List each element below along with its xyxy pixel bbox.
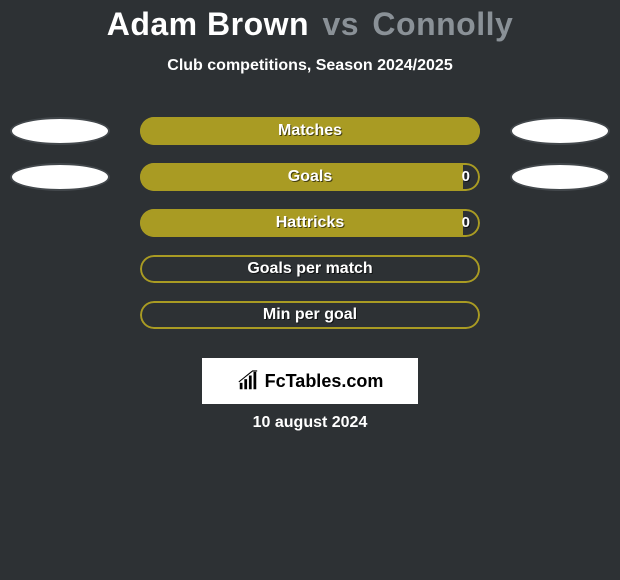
stat-row: Goals per match: [0, 255, 620, 283]
stat-bar: Goals0: [140, 163, 480, 191]
logo-box: FcTables.com: [202, 358, 418, 404]
stat-bar: Goals per match: [140, 255, 480, 283]
stat-row: Min per goal: [0, 301, 620, 329]
stat-row: Matches: [0, 117, 620, 145]
logo: FcTables.com: [237, 370, 384, 392]
comparison-card: Adam Brown vs Connolly Club competitions…: [0, 6, 620, 580]
stat-bar-fill: [140, 209, 463, 237]
stat-bar-fill: [140, 163, 463, 191]
stat-value-right: 0: [462, 209, 470, 237]
player2-ellipse: [510, 117, 610, 145]
stat-row: Hattricks0: [0, 209, 620, 237]
date-label: 10 august 2024: [0, 414, 620, 432]
stat-label: Matches: [140, 117, 480, 145]
player2-ellipse: [510, 163, 610, 191]
stats-rows: Matches Goals0 Hattricks0 Goals per match Mi…: [0, 117, 620, 329]
chart-icon: [237, 370, 259, 392]
stat-label: Min per goal: [140, 301, 480, 329]
stat-bar: Matches: [140, 117, 480, 145]
stat-bar-outline: [140, 301, 480, 329]
stat-bar-outline: [140, 255, 480, 283]
stat-value-right: 0: [462, 163, 470, 191]
page-title: Adam Brown vs Connolly: [0, 6, 620, 43]
stat-bar: Hattricks0: [140, 209, 480, 237]
subtitle: Club competitions, Season 2024/2025: [0, 57, 620, 75]
stat-label: Goals per match: [140, 255, 480, 283]
title-player2: Connolly: [372, 6, 513, 42]
player1-ellipse: [10, 117, 110, 145]
title-vs: vs: [322, 6, 359, 42]
stat-bar: Min per goal: [140, 301, 480, 329]
stat-row: Goals0: [0, 163, 620, 191]
stat-bar-outline: [140, 117, 480, 145]
title-player1: Adam Brown: [107, 6, 309, 42]
player1-ellipse: [10, 163, 110, 191]
logo-text: FcTables.com: [265, 371, 384, 392]
